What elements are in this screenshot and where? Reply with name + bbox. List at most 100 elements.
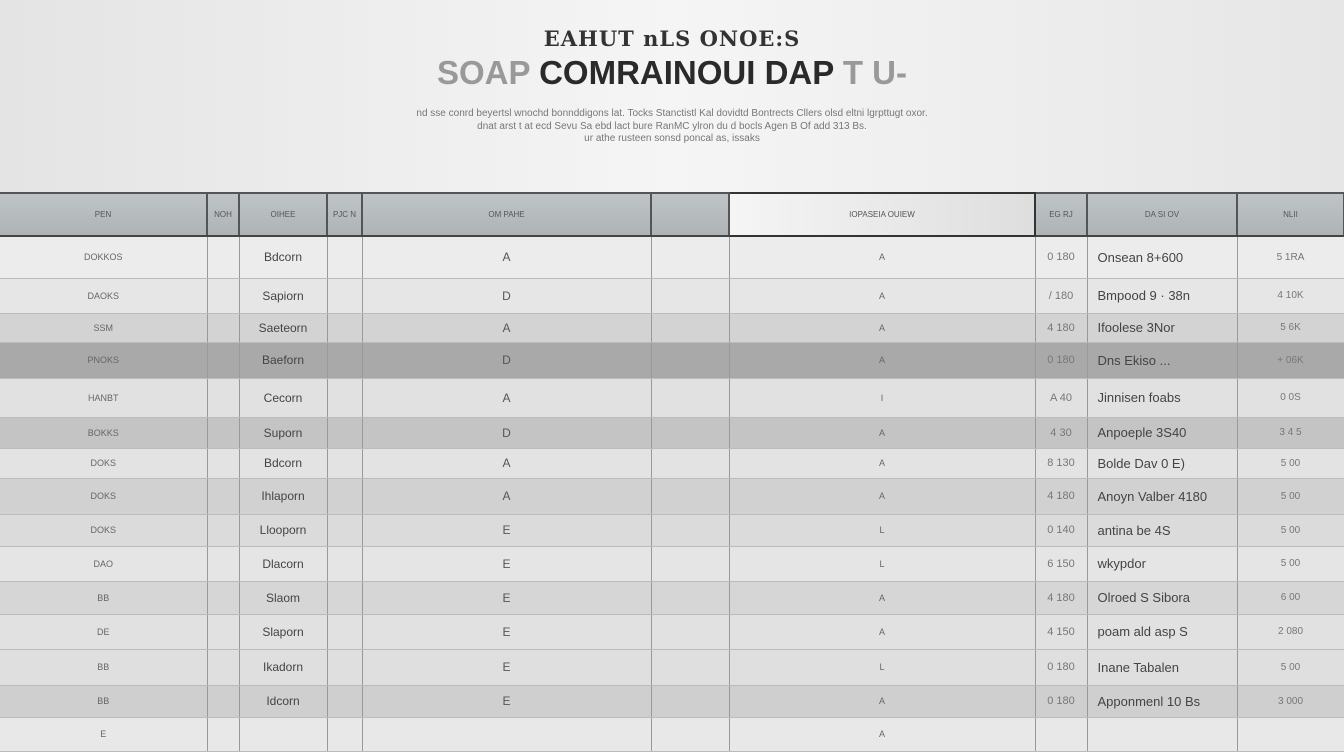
table-cell: [651, 717, 730, 752]
table-cell: BB: [0, 649, 208, 686]
table-cell: [327, 685, 363, 718]
column-header[interactable]: NOH: [207, 192, 240, 237]
table-cell: [207, 236, 240, 279]
table-cell: 0 180: [1035, 342, 1088, 379]
table-cell: 8 130: [1035, 448, 1088, 479]
table-cell: DOKS: [0, 448, 208, 479]
table-cell: [207, 514, 240, 547]
title-main: COMRAINOUI DAP: [539, 54, 834, 91]
column-header[interactable]: PJC N: [327, 192, 363, 237]
table-row[interactable]: DOKS Bdcorn A A 8 130 Bolde Dav 0 E) 5 00: [0, 448, 1344, 479]
table-cell: [327, 581, 363, 615]
table-cell: [651, 649, 730, 686]
table-cell: [207, 546, 240, 582]
table-cell: [239, 717, 328, 752]
table-row[interactable]: DOKS Llooporn E L 0 140 antina be 4S 5 00: [0, 514, 1344, 547]
table-cell: I: [729, 378, 1036, 418]
table-row[interactable]: SSM Saeteorn A A 4 180 Ifoolese 3Nor 5 6K: [0, 313, 1344, 343]
table-row[interactable]: BB Idcorn E A 0 180 Apponmenl 10 Bs 3 000: [0, 685, 1344, 718]
description-line: nd sse conrd beyertsl wnochd bonnddigons…: [416, 108, 928, 119]
column-header[interactable]: DA SI OV: [1087, 192, 1238, 237]
table-cell: [651, 278, 730, 314]
title-prefix: SOAP: [436, 54, 530, 91]
table-cell: Olroed S Sibora: [1087, 581, 1238, 615]
table-cell: A: [729, 278, 1036, 314]
column-header[interactable]: OIHEE: [239, 192, 328, 237]
table-row[interactable]: PNOKS Baeforn D A 0 180 Dns Ekiso ... + 06K: [0, 342, 1344, 379]
table-cell: Dlacorn: [239, 546, 328, 582]
table-cell: E: [362, 614, 652, 650]
table-cell: Ikadorn: [239, 649, 328, 686]
column-header[interactable]: OM PAHE: [362, 192, 652, 237]
table-cell: [362, 717, 652, 752]
table-cell: D: [362, 342, 652, 379]
description-line: dnat arst t at ecd Sevu Sa ebd lact bure…: [477, 121, 867, 132]
table-header-row: PEN NOH OIHEE PJC N OM PAHE IOPASEIA OUIEW EG …: [0, 192, 1344, 237]
table-cell: L: [729, 649, 1036, 686]
table-cell: [651, 581, 730, 615]
table-cell: E: [0, 717, 208, 752]
table-cell: Ihlaporn: [239, 478, 328, 515]
table-cell: L: [729, 514, 1036, 547]
table-cell: Anpoeple 3S40: [1087, 417, 1238, 449]
table-cell: [327, 278, 363, 314]
table-cell: [1035, 717, 1088, 752]
table-row[interactable]: BB Slaom E A 4 180 Olroed S Sibora 6 00: [0, 581, 1344, 615]
table-cell: PNOKS: [0, 342, 208, 379]
table-cell: Slaporn: [239, 614, 328, 650]
table-cell: E: [362, 546, 652, 582]
table-cell: [207, 581, 240, 615]
table-cell: A: [362, 448, 652, 479]
table-row[interactable]: DAOKS Sapiorn D A/ 180 Bmpood 9 · 38n 4 10K: [0, 278, 1344, 314]
table-cell: Inane Tabalen: [1087, 649, 1238, 686]
table-cell: 0 0S: [1237, 378, 1344, 418]
table-row[interactable]: DOKS Ihlaporn A A 4 180 Anoyn Valber 4180 5 00: [0, 478, 1344, 515]
table-cell: [207, 378, 240, 418]
column-header[interactable]: PEN: [0, 192, 208, 237]
table-cell: Bmpood 9 · 38n: [1087, 278, 1238, 314]
table-cell: 5 00: [1237, 478, 1344, 515]
table-cell: DOKS: [0, 514, 208, 547]
table-cell: BOKKS: [0, 417, 208, 449]
table-cell: E: [362, 685, 652, 718]
table-cell: Onsean 8+600: [1087, 236, 1238, 279]
table-row[interactable]: BB Ikadorn E L 0 180 Inane Tabalen 5 00: [0, 649, 1344, 686]
table-row[interactable]: DOKKOS Bdcorn A A 0 180 Onsean 8+600 5 1RA: [0, 236, 1344, 279]
column-header[interactable]: EG RJ: [1035, 192, 1088, 237]
table-cell: D: [362, 417, 652, 449]
table-cell: [207, 342, 240, 379]
table-cell: [651, 378, 730, 418]
table-cell: A: [729, 417, 1036, 449]
table-row[interactable]: DAO Dlacorn E L 6 150 wkypdor 5 00: [0, 546, 1344, 582]
table-cell: DE: [0, 614, 208, 650]
page-title: SOAP COMRAINOUI DAP T U-: [0, 54, 1344, 92]
table-cell: [327, 378, 363, 418]
table-row[interactable]: HANBT Cecorn A I A 40 Jinnisen foabs 0 0S: [0, 378, 1344, 418]
table-cell: [327, 514, 363, 547]
table-cell: L: [729, 546, 1036, 582]
page-header: EAHUT nLS ONOE:S SOAP COMRAINOUI DAP T U…: [0, 0, 1344, 192]
table-cell: Cecorn: [239, 378, 328, 418]
table-cell: Jinnisen foabs: [1087, 378, 1238, 418]
table-cell: 0 180: [1035, 236, 1088, 279]
table-cell: [1087, 717, 1238, 752]
table-cell: 5 00: [1237, 514, 1344, 547]
column-header[interactable]: NLII: [1237, 192, 1344, 237]
column-header[interactable]: [651, 192, 730, 237]
table-cell: [207, 614, 240, 650]
comparison-table: PEN NOH OIHEE PJC N OM PAHE IOPASEIA OUIEW EG …: [0, 192, 1344, 752]
table-cell: wkypdor: [1087, 546, 1238, 582]
table-cell: [327, 649, 363, 686]
table-cell: poam ald asp S: [1087, 614, 1238, 650]
table-cell: [651, 417, 730, 449]
table-cell: A: [729, 478, 1036, 515]
table-cell: A: [729, 313, 1036, 343]
page-supertitle: EAHUT nLS ONOE:S: [543, 26, 801, 51]
column-header[interactable]: IOPASEIA OUIEW: [728, 192, 1036, 237]
table-cell: A: [729, 236, 1036, 279]
table-row[interactable]: BOKKS Suporn D A 4 30 Anpoeple 3S40 3 4 5: [0, 417, 1344, 449]
table-cell: Suporn: [239, 417, 328, 449]
table-cell: DOKS: [0, 478, 208, 515]
